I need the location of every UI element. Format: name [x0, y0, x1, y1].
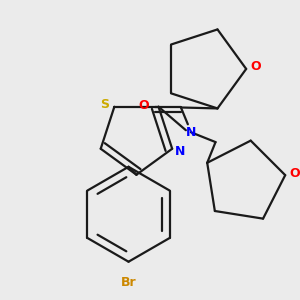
Text: O: O — [251, 61, 261, 74]
Text: O: O — [290, 167, 300, 180]
Text: O: O — [138, 99, 149, 112]
Text: Br: Br — [121, 276, 136, 289]
Text: S: S — [100, 98, 109, 111]
Text: N: N — [186, 126, 196, 139]
Text: N: N — [175, 145, 185, 158]
